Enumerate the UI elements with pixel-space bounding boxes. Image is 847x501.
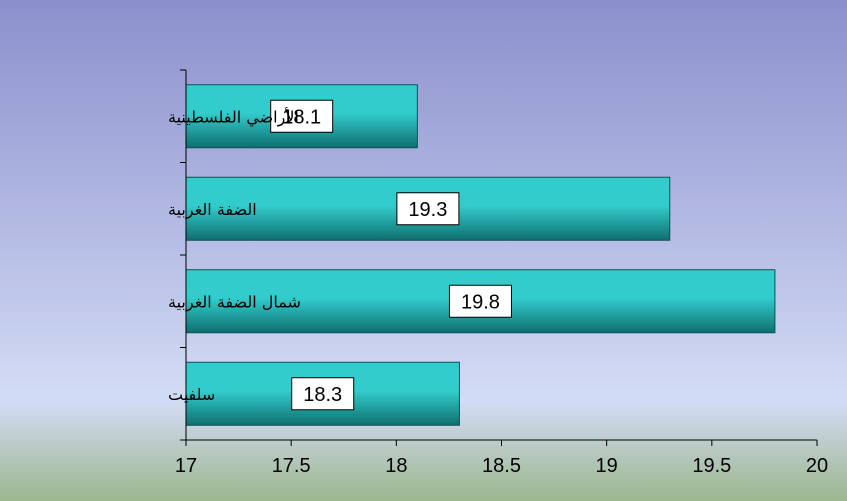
data-label-box (448, 284, 512, 318)
data-label: 19.8 (461, 291, 500, 313)
data-label-box (396, 192, 460, 226)
data-label-box (291, 377, 355, 411)
x-tick-label: 18 (385, 455, 407, 477)
data-label: 18.3 (303, 384, 342, 406)
category-label: سلفيت (168, 385, 215, 404)
x-tick-label: 17 (175, 455, 197, 477)
x-tick-label: 19 (596, 455, 618, 477)
x-tick-label: 18.5 (482, 455, 521, 477)
data-label: 19.3 (408, 199, 447, 221)
x-tick-label: 19.5 (692, 455, 731, 477)
x-tick-label: 17.5 (272, 455, 311, 477)
bar (185, 269, 776, 334)
category-label: الأراضي الفلسطينية (168, 106, 299, 127)
x-tick-label: 20 (806, 455, 828, 477)
category-label: شمال الضفة الغربية (168, 292, 301, 312)
data-label: 18.1 (282, 106, 321, 128)
axis-layer: الأراضي الفلسطينية الضفة الغربية شمال الضف… (168, 69, 828, 477)
category-label: الضفة الغربية (168, 200, 257, 220)
data-label-box (270, 99, 334, 133)
bars-layer: 18.1 19.3 19.8 18.3 (185, 84, 776, 426)
